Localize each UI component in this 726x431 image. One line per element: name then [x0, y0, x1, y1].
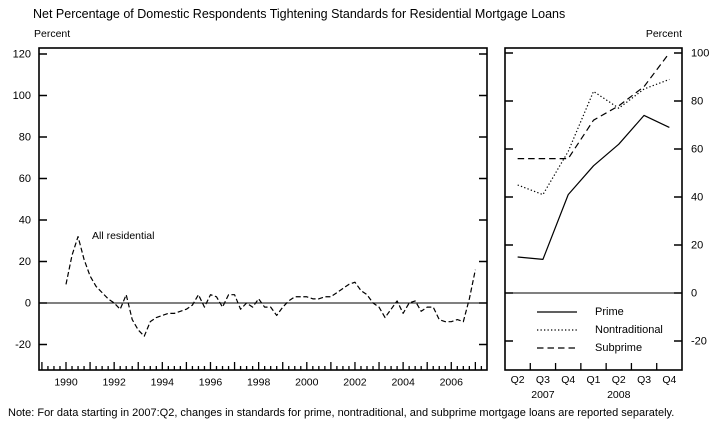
right-y-tick-label: -20 — [691, 336, 707, 348]
left-x-tick-label: 2006 — [440, 377, 464, 389]
right-x-tick-label: Q2 — [612, 374, 626, 386]
right-x-tick-label: Q3 — [536, 374, 550, 386]
nontraditional-line — [517, 78, 670, 196]
left-y-tick-label: 20 — [19, 256, 31, 268]
right-x-tick-label: Q4 — [662, 374, 676, 386]
right-y-axis-unit-label: Percent — [645, 28, 682, 40]
left-x-tick-label: 2000 — [295, 377, 319, 389]
right-y-tick-label: 60 — [691, 144, 703, 156]
left-y-tick-label: 0 — [25, 298, 31, 310]
left-x-tick-label: 1996 — [199, 377, 223, 389]
left-y-tick-label: 40 — [19, 215, 31, 227]
left-x-tick-label: 2002 — [343, 377, 367, 389]
dotted-line-sample-icon — [537, 329, 577, 331]
right-y-tick-label: 40 — [691, 192, 703, 204]
left-y-tick-label: 80 — [19, 132, 31, 144]
legend-label-prime: Prime — [595, 306, 624, 318]
right-panel-frame — [504, 47, 683, 371]
legend-label-subprime: Subprime — [595, 342, 643, 354]
left-x-tick-label: 2004 — [391, 377, 415, 389]
right-y-tick-label: 0 — [691, 288, 697, 300]
left-y-tick-label: 120 — [13, 49, 31, 61]
right-y-tick-label: 20 — [691, 240, 703, 252]
right-x-tick-label: Q3 — [637, 374, 651, 386]
prime-line — [517, 114, 670, 260]
all-residential-series-label: All residential — [92, 230, 155, 242]
legend-item-prime: Prime — [537, 303, 663, 321]
chart-title: Net Percentage of Domestic Respondents T… — [33, 7, 566, 21]
left-x-tick-label: 1990 — [54, 377, 78, 389]
left-y-tick-label: -20 — [15, 339, 31, 351]
right-x-tick-label: Q2 — [511, 374, 525, 386]
right-x-year-label: 2008 — [607, 389, 631, 401]
legend-label-nontraditional: Nontraditional — [595, 324, 663, 336]
left-panel-frame — [38, 47, 488, 371]
left-y-tick-label: 60 — [19, 173, 31, 185]
subprime-line — [517, 52, 670, 160]
right-y-tick-label: 80 — [691, 96, 703, 108]
all-residential-line — [65, 236, 476, 337]
right-x-tick-label: Q4 — [561, 374, 575, 386]
right-y-tick-label: 100 — [691, 48, 709, 60]
left-x-tick-label: 1998 — [247, 377, 271, 389]
legend-item-subprime: Subprime — [537, 339, 663, 357]
dashed-line-sample-icon — [537, 347, 577, 349]
legend-item-nontraditional: Nontraditional — [537, 321, 663, 339]
legend: Prime Nontraditional Subprime — [537, 303, 663, 357]
right-x-tick-label: Q1 — [586, 374, 600, 386]
left-y-axis-unit-label: Percent — [34, 28, 71, 40]
left-x-tick-label: 1992 — [102, 377, 126, 389]
footnote: Note: For data starting in 2007:Q2, chan… — [8, 407, 675, 419]
solid-line-sample-icon — [537, 311, 577, 313]
left-y-tick-label: 100 — [13, 90, 31, 102]
right-x-year-label: 2007 — [531, 389, 555, 401]
left-x-tick-label: 1994 — [151, 377, 175, 389]
